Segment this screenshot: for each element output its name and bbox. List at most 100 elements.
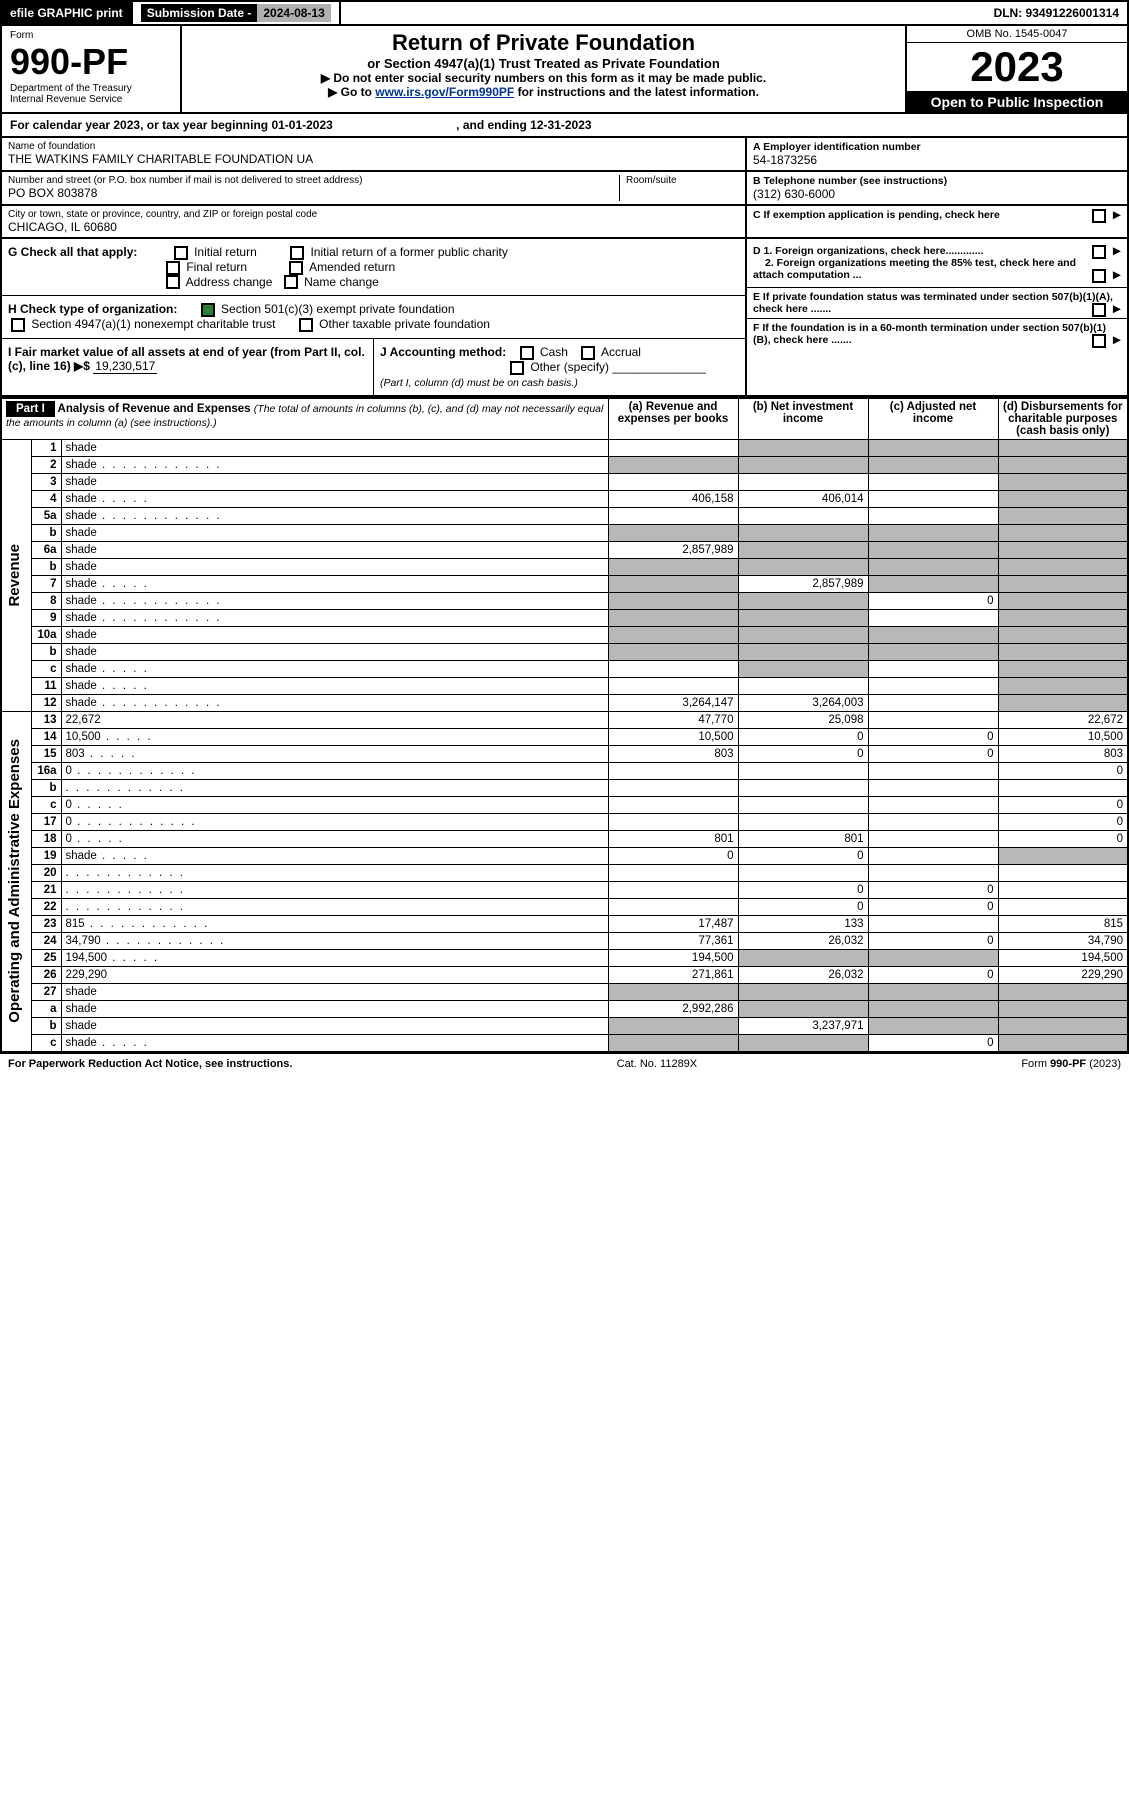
line-number: 24	[31, 932, 61, 949]
line-number: 18	[31, 830, 61, 847]
line-number: 25	[31, 949, 61, 966]
line-desc	[61, 881, 608, 898]
g-name-checkbox[interactable]	[284, 275, 298, 289]
line-number: 8	[31, 592, 61, 609]
line-desc: 0	[61, 813, 608, 830]
h-other-checkbox[interactable]	[299, 318, 313, 332]
g-initial-checkbox[interactable]	[174, 246, 188, 260]
j-accrual-checkbox[interactable]	[581, 346, 595, 360]
line-number: 14	[31, 728, 61, 745]
line-desc: 803	[61, 745, 608, 762]
e-arrow	[1109, 303, 1121, 315]
form990pf-link[interactable]: www.irs.gov/Form990PF	[375, 85, 514, 99]
line-number: c	[31, 1034, 61, 1052]
c-checkbox[interactable]	[1092, 209, 1106, 223]
table-row: 20	[1, 864, 1128, 881]
table-row: 27shade	[1, 983, 1128, 1000]
calendar-year-row: For calendar year 2023, or tax year begi…	[0, 114, 1129, 138]
d1-arrow	[1109, 245, 1121, 257]
table-row: Revenue1shade	[1, 439, 1128, 456]
line-number: 7	[31, 575, 61, 592]
table-row: 1808018010	[1, 830, 1128, 847]
g-address: Address change	[186, 275, 273, 289]
page-footer: For Paperwork Reduction Act Notice, see …	[0, 1053, 1129, 1074]
line-number: 20	[31, 864, 61, 881]
j-label: J Accounting method:	[380, 345, 506, 359]
g-initial-former-checkbox[interactable]	[290, 246, 304, 260]
line-desc: shade	[61, 524, 608, 541]
table-row: 10ashade	[1, 626, 1128, 643]
addr-value: PO BOX 803878	[8, 186, 619, 200]
open-to-public: Open to Public Inspection	[907, 92, 1127, 112]
line-desc: shade	[61, 677, 608, 694]
line-desc: shade	[61, 643, 608, 660]
entity-row-3: City or town, state or province, country…	[0, 206, 1129, 239]
line-number: c	[31, 660, 61, 677]
g-amended-checkbox[interactable]	[289, 261, 303, 275]
form-note-2: ▶ Go to www.irs.gov/Form990PF for instru…	[190, 85, 897, 99]
g-address-checkbox[interactable]	[166, 275, 180, 289]
line-number: c	[31, 796, 61, 813]
e-checkbox[interactable]	[1092, 303, 1106, 317]
irs-label: Internal Revenue Service	[10, 94, 172, 105]
table-row: 12shade3,264,1473,264,003	[1, 694, 1128, 711]
line-number: 6a	[31, 541, 61, 558]
line-desc: shade	[61, 694, 608, 711]
d1-checkbox[interactable]	[1092, 245, 1106, 259]
table-row: c00	[1, 796, 1128, 813]
line-number: b	[31, 643, 61, 660]
j-other-checkbox[interactable]	[510, 361, 524, 375]
g-final-checkbox[interactable]	[166, 261, 180, 275]
col-b-header: (b) Net investment income	[738, 398, 868, 440]
ghij-def-row: G Check all that apply: Initial return I…	[0, 239, 1129, 397]
footer-right: Form 990-PF (2023)	[1021, 1058, 1121, 1070]
line-desc: shade	[61, 592, 608, 609]
form-header: Form 990-PF Department of the Treasury I…	[0, 26, 1129, 114]
line-number: 26	[31, 966, 61, 983]
table-row: 2shade	[1, 456, 1128, 473]
j-cash-checkbox[interactable]	[520, 346, 534, 360]
g-initial-former: Initial return of a former public charit…	[310, 245, 507, 259]
top-bar: efile GRAPHIC print Submission Date - 20…	[0, 0, 1129, 26]
room-label: Room/suite	[626, 175, 739, 186]
f-checkbox[interactable]	[1092, 334, 1106, 348]
phone-value: (312) 630-6000	[753, 187, 1121, 201]
expenses-vlabel: Operating and Administrative Expenses	[1, 711, 31, 1052]
line-desc: 10,500	[61, 728, 608, 745]
form-title: Return of Private Foundation	[190, 30, 897, 56]
line-desc: 815	[61, 915, 608, 932]
line-number: 1	[31, 439, 61, 456]
g-final: Final return	[186, 260, 247, 274]
revenue-vlabel: Revenue	[1, 439, 31, 711]
table-row: 2100	[1, 881, 1128, 898]
col-a-header: (a) Revenue and expenses per books	[608, 398, 738, 440]
j-note: (Part I, column (d) must be on cash basi…	[380, 377, 578, 389]
h-4947: Section 4947(a)(1) nonexempt charitable …	[31, 317, 275, 331]
note2-suffix: for instructions and the latest informat…	[518, 85, 759, 99]
h-4947-checkbox[interactable]	[11, 318, 25, 332]
line-number: 9	[31, 609, 61, 626]
line-desc: shade	[61, 558, 608, 575]
line-desc: shade	[61, 847, 608, 864]
line-number: 4	[31, 490, 61, 507]
g-amended: Amended return	[309, 260, 395, 274]
calyear-begin: For calendar year 2023, or tax year begi…	[10, 118, 333, 132]
line-desc: shade	[61, 1000, 608, 1017]
omb-number: OMB No. 1545-0047	[907, 26, 1127, 43]
line-desc	[61, 898, 608, 915]
col-d-header: (d) Disbursements for charitable purpose…	[998, 398, 1128, 440]
line-desc: 0	[61, 830, 608, 847]
ein-value: 54-1873256	[753, 153, 1121, 167]
g-label: G Check all that apply:	[8, 245, 137, 259]
table-row: bshade	[1, 558, 1128, 575]
line-number: 10a	[31, 626, 61, 643]
line-number: 2	[31, 456, 61, 473]
table-row: cshade0	[1, 1034, 1128, 1052]
d2-checkbox[interactable]	[1092, 269, 1106, 283]
c-arrow	[1109, 209, 1121, 221]
table-row: 6ashade2,857,989	[1, 541, 1128, 558]
h-501c3-checkbox[interactable]	[201, 303, 215, 317]
line-number: b	[31, 779, 61, 796]
d2-arrow	[1109, 269, 1121, 281]
note2-prefix: ▶ Go to	[328, 85, 375, 99]
